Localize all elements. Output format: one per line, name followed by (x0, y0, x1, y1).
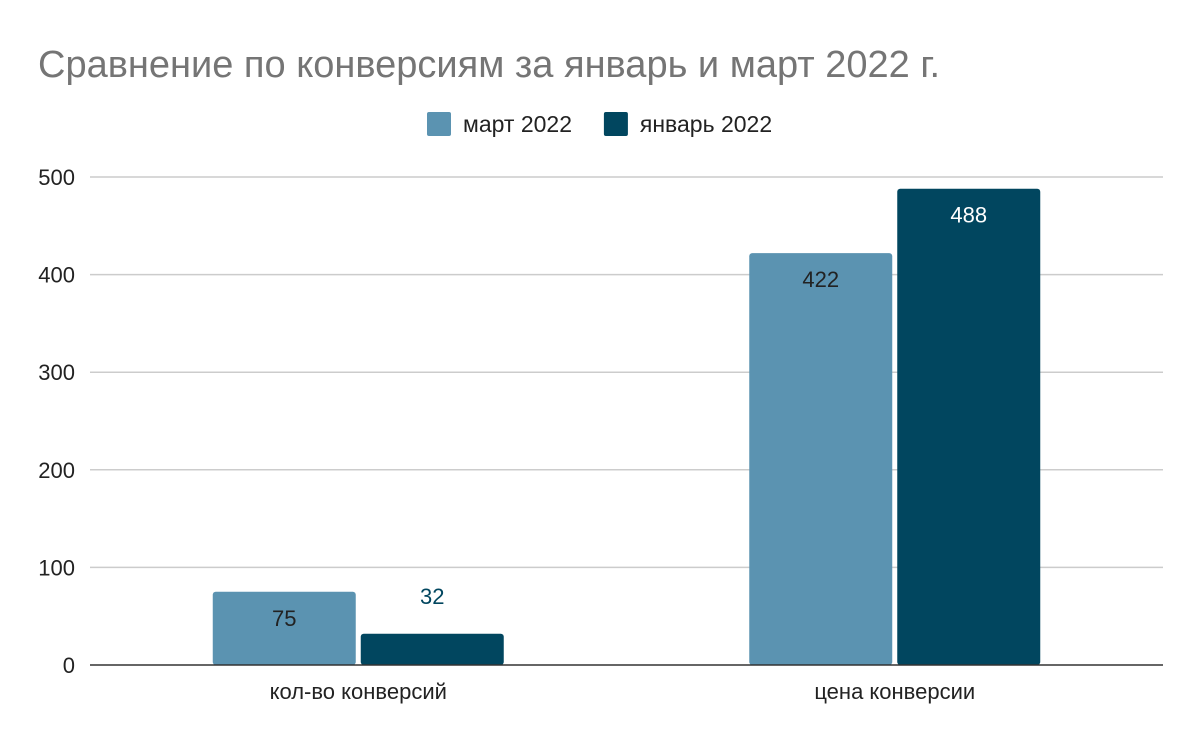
x-category-label: цена конверсии (814, 679, 975, 704)
y-tick-label: 300 (38, 360, 75, 385)
bar (212, 591, 356, 665)
bar (749, 253, 893, 666)
data-label: 75 (272, 606, 296, 631)
y-tick-label: 200 (38, 458, 75, 483)
legend-label: март 2022 (463, 111, 572, 137)
legend-swatch (427, 112, 451, 136)
data-label: 422 (802, 267, 839, 292)
legend-swatch (603, 112, 628, 136)
legend-label: январь 2022 (640, 111, 772, 137)
bar (360, 633, 504, 665)
x-category-label: кол-во конверсий (270, 679, 447, 704)
bar (897, 188, 1041, 665)
y-axis-ticks: 0 100 200 300 400 500 (38, 165, 75, 678)
bars (212, 188, 1041, 666)
data-label: 32 (420, 584, 444, 609)
chart-title: Сравнение по конверсиям за январь и март… (38, 44, 940, 86)
x-axis-categories: кол-во конверсий цена конверсии (270, 679, 976, 704)
legend: март 2022 январь 2022 (427, 111, 772, 137)
y-tick-label: 0 (63, 653, 75, 678)
y-tick-label: 100 (38, 555, 75, 580)
y-tick-label: 500 (38, 165, 75, 190)
data-label: 488 (950, 203, 987, 228)
data-labels: 75 32 422 488 (272, 203, 987, 631)
y-tick-label: 400 (38, 263, 75, 288)
